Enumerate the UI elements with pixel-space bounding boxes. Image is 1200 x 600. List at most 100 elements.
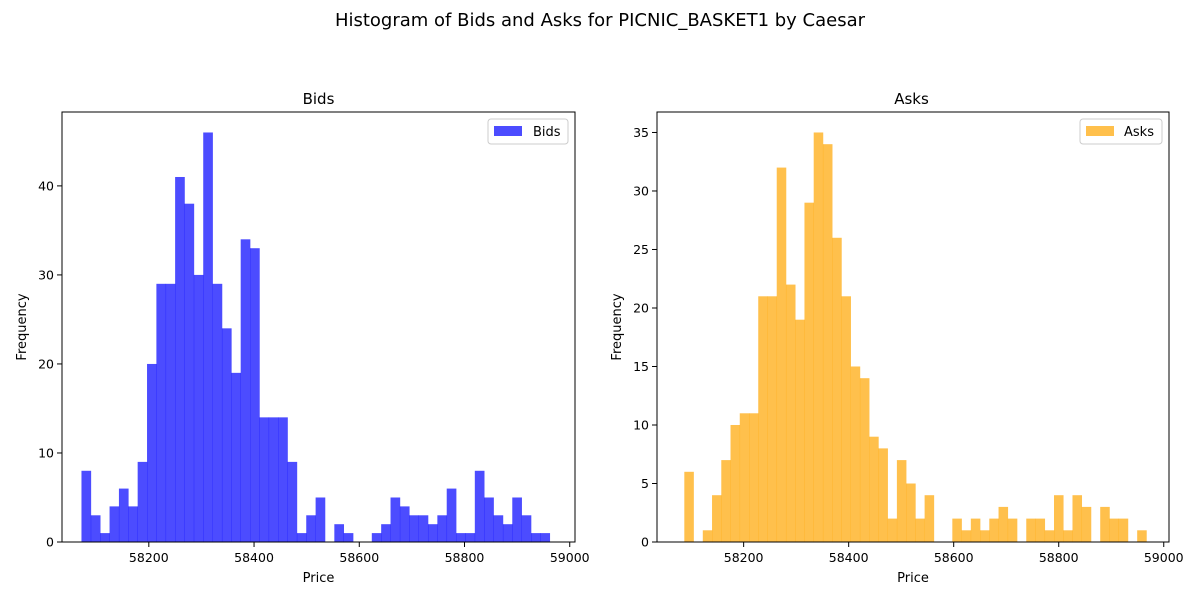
asks-histogram-bar — [702, 530, 713, 542]
asks-y-tick-label: 0 — [641, 535, 649, 550]
asks-histogram-bar — [822, 144, 833, 542]
asks-histogram-bar — [1118, 518, 1129, 542]
bids-y-tick-label: 40 — [38, 178, 54, 193]
bids-x-tick-label: 58600 — [339, 550, 379, 565]
bids-y-ticks: 0 10 20 30 40 — [38, 178, 62, 550]
asks-histogram-bar — [776, 167, 787, 542]
asks-histogram-bar — [1007, 518, 1018, 542]
bids-histogram-bar — [512, 497, 522, 542]
bids-x-axis-label: Price — [303, 571, 335, 586]
asks-histogram-bar — [878, 448, 888, 542]
bids-histogram-bar — [474, 470, 485, 542]
bids-axes-frame — [61, 111, 576, 543]
asks-histogram-bar — [1035, 518, 1046, 542]
bids-histogram-bar — [147, 363, 157, 542]
figure-suptitle: Histogram of Bids and Asks for PICNIC_BA… — [335, 10, 866, 31]
bids-x-tick-label: 59000 — [550, 550, 590, 565]
bids-histogram-bar — [531, 533, 541, 542]
bids-histogram-bar — [418, 515, 429, 542]
asks-histogram-bar — [906, 483, 916, 542]
asks-y-tick-label: 30 — [633, 183, 649, 198]
asks-histogram-bar — [952, 518, 962, 542]
bids-histogram-bar — [381, 524, 391, 542]
asks-histogram-bar — [896, 460, 907, 542]
asks-histogram-bar — [785, 284, 796, 542]
bids-histogram-bar — [399, 506, 410, 542]
bids-histogram-bar — [306, 515, 316, 542]
asks-histogram-bar — [869, 436, 879, 542]
bids-histogram-bar — [156, 283, 167, 542]
asks-histogram-bar — [1081, 506, 1092, 542]
asks-x-tick-label: 58400 — [829, 550, 869, 565]
asks-y-tick-label: 5 — [641, 476, 649, 491]
bids-histogram-bar — [278, 417, 288, 542]
asks-histogram-bar — [1026, 518, 1036, 542]
asks-histogram-bar — [859, 378, 870, 542]
bids-legend: Bids — [487, 118, 569, 145]
bids-axes-title: Bids — [303, 90, 335, 108]
bids-histogram-bar — [268, 417, 279, 542]
asks-y-ticks: 0 5 10 15 20 25 30 35 — [633, 125, 657, 550]
asks-histogram-bar — [1109, 518, 1119, 542]
bids-histogram-bar — [137, 461, 148, 542]
bids-histogram-bar — [203, 132, 213, 543]
bids-x-tick-label: 58400 — [234, 550, 274, 565]
asks-x-tick-label: 59000 — [1144, 550, 1184, 565]
asks-histogram-bar — [970, 518, 981, 542]
bids-histogram-bar — [212, 283, 223, 542]
asks-y-tick-label: 10 — [633, 417, 649, 432]
asks-histogram-bar — [749, 413, 759, 542]
asks-histogram-bar — [1044, 530, 1055, 542]
bids-bars — [81, 132, 551, 543]
bids-histogram-bar — [540, 533, 551, 542]
bids-histogram-bar — [193, 274, 204, 542]
bids-x-tick-label: 58200 — [129, 550, 169, 565]
asks-x-tick-label: 58600 — [934, 550, 974, 565]
asks-histogram-bar — [989, 518, 999, 542]
bids-histogram-bar — [484, 497, 494, 542]
bids-histogram-bar — [240, 239, 251, 542]
asks-y-tick-label: 20 — [633, 300, 649, 315]
bids-histogram-bar — [100, 533, 110, 542]
bids-histogram-bar — [109, 506, 120, 542]
bids-histogram-bar — [437, 515, 448, 542]
asks-histogram-bar — [887, 518, 898, 542]
bids-histogram-bar — [250, 248, 260, 542]
bids-histogram-bar — [315, 497, 326, 542]
asks-legend-label: Asks — [1124, 125, 1154, 140]
bids-histogram-bar — [502, 524, 513, 542]
asks-axes: Asks 58200 58400 58600 58800 59000 0 5 10 15 20 2… — [610, 90, 1184, 586]
bids-legend-box — [487, 118, 569, 145]
asks-histogram-bar — [739, 413, 750, 542]
asks-histogram-bar — [980, 530, 990, 542]
bids-y-axis-label: Frequency — [15, 293, 30, 360]
asks-histogram-bar — [804, 202, 814, 542]
asks-histogram-bar — [721, 460, 731, 542]
asks-histogram-bar — [712, 495, 722, 542]
asks-bars — [684, 132, 1147, 543]
bids-histogram-bar — [175, 176, 185, 543]
bids-histogram-bar — [343, 533, 354, 542]
asks-y-axis-label: Frequency — [610, 293, 625, 360]
bids-x-tick-label: 58800 — [445, 550, 485, 565]
asks-x-axis-label: Price — [897, 571, 929, 586]
bids-y-tick-label: 30 — [38, 267, 54, 282]
bids-histogram-bar — [259, 417, 270, 542]
bids-x-ticks: 58200 58400 58600 58800 59000 — [129, 542, 590, 565]
bids-histogram-bar — [184, 203, 195, 542]
asks-y-tick-label: 15 — [633, 359, 649, 374]
bids-y-tick-label: 0 — [46, 535, 54, 550]
bids-histogram-bar — [493, 515, 504, 542]
asks-histogram-bar — [924, 495, 935, 542]
bids-histogram-bar — [521, 515, 532, 542]
bids-histogram-bar — [90, 515, 101, 542]
asks-histogram-bar — [730, 424, 741, 542]
bids-histogram-bar — [231, 372, 241, 542]
bids-y-tick-label: 20 — [38, 356, 54, 371]
bids-histogram-bar — [287, 461, 298, 542]
bids-histogram-bar — [334, 524, 345, 542]
asks-histogram-bar — [795, 319, 805, 542]
asks-x-ticks: 58200 58400 58600 58800 59000 — [724, 542, 1184, 565]
asks-histogram-bar — [961, 530, 972, 542]
